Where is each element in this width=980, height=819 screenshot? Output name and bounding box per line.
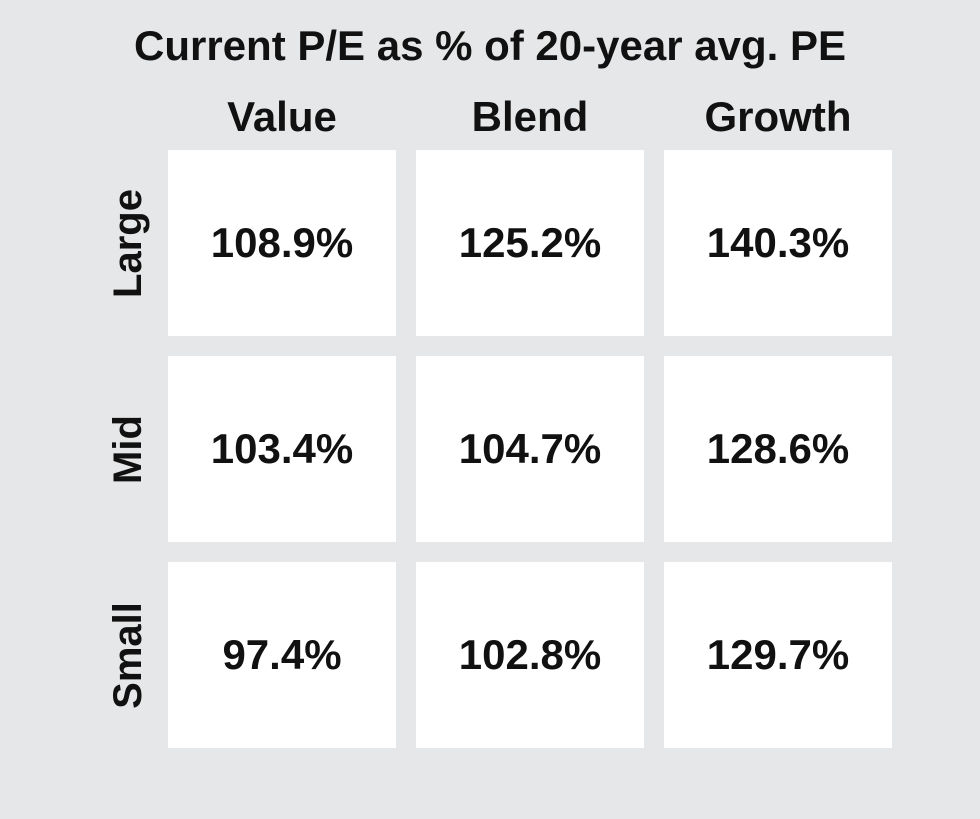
cell-large-value: 108.9% — [168, 150, 396, 336]
cell-mid-blend: 104.7% — [416, 356, 644, 542]
row-header-mid-label: Mid — [105, 414, 150, 484]
row-header-large-label: Large — [105, 188, 150, 298]
row-header-mid: Mid — [105, 356, 150, 542]
cell-small-growth: 129.7% — [664, 562, 892, 748]
cell-mid-growth: 128.6% — [664, 356, 892, 542]
row-header-large: Large — [105, 150, 150, 336]
column-header-growth: Growth — [704, 93, 852, 140]
cell-small-value: 97.4% — [168, 562, 396, 748]
cell-large-growth: 140.3% — [664, 150, 892, 336]
cell-large-blend: 125.2% — [416, 150, 644, 336]
column-header-value: Value — [227, 93, 337, 140]
row-header-small-label: Small — [105, 601, 150, 709]
cell-mid-value: 103.4% — [168, 356, 396, 542]
column-header-blend: Blend — [471, 93, 589, 140]
chart-title: Current P/E as % of 20-year avg. PE — [134, 22, 846, 69]
row-header-small: Small — [105, 562, 150, 748]
cell-small-blend: 102.8% — [416, 562, 644, 748]
